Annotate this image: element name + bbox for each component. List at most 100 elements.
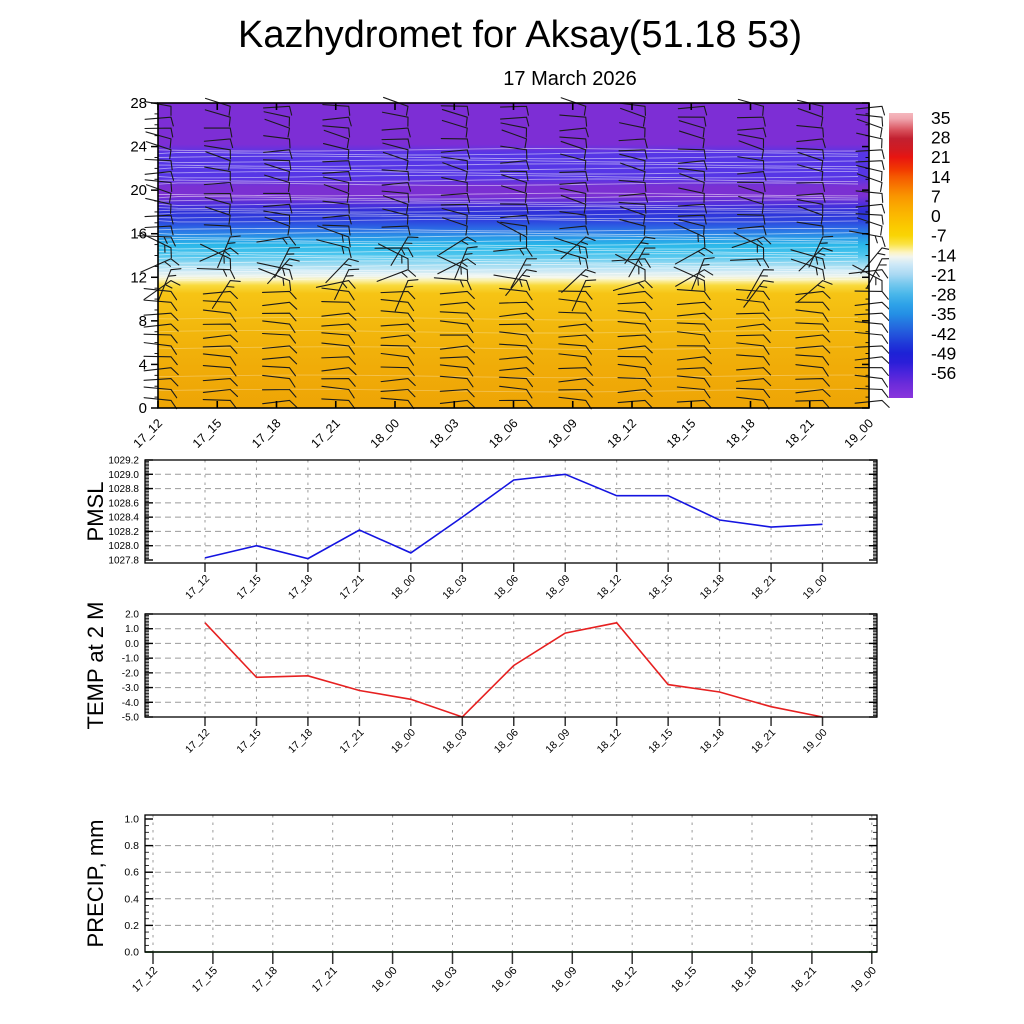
svg-text:1028.2: 1028.2 [108,527,139,538]
svg-text:18_18: 18_18 [698,573,727,602]
svg-text:17_12: 17_12 [183,727,212,756]
svg-text:18_21: 18_21 [789,965,819,995]
svg-text:17_12: 17_12 [183,573,212,602]
precip-frame [144,814,878,953]
svg-text:18_00: 18_00 [370,965,400,995]
svg-text:18_21: 18_21 [782,416,817,451]
temp-x-labels: 17_12 17_15 17_18 17_21 18_00 18_03 18_06 18_09… [183,727,830,756]
wind-barbs [137,96,893,410]
svg-text:18_15: 18_15 [664,416,699,451]
svg-text:-28: -28 [931,285,956,305]
svg-text:19_00: 19_00 [801,573,830,602]
pmsl-grid [145,460,877,563]
svg-text:28: 28 [130,95,147,112]
svg-text:18_09: 18_09 [545,416,580,451]
svg-text:14: 14 [931,167,951,187]
svg-text:-35: -35 [931,304,956,324]
svg-text:1.0: 1.0 [124,814,139,826]
svg-text:-42: -42 [931,324,956,344]
svg-text:18_09: 18_09 [549,965,579,995]
pmsl-frame [144,459,878,564]
svg-text:-49: -49 [931,343,956,363]
svg-text:0.2: 0.2 [124,920,139,932]
svg-text:17_21: 17_21 [337,573,366,602]
svg-text:18_06: 18_06 [492,727,521,756]
svg-text:19_00: 19_00 [801,727,830,756]
svg-text:18_06: 18_06 [486,416,521,451]
svg-text:18_18: 18_18 [723,416,758,451]
contour-x-labels: 17_12 17_15 17_18 17_21 18_00 18_03 18_06 18_09… [131,416,877,451]
svg-text:18_15: 18_15 [669,965,699,995]
pmsl-line [204,473,823,560]
svg-text:1029.2: 1029.2 [108,456,139,467]
svg-text:17_15: 17_15 [190,416,225,451]
date-subtitle: 17 March 2026 [503,68,637,90]
svg-text:-3.0: -3.0 [122,683,140,694]
svg-text:17_15: 17_15 [190,965,220,995]
precip-panel: 0.0 0.2 0.4 0.6 0.8 1.0 17_12 17_15 17_18 17_21 18… [83,814,879,995]
svg-text:-21: -21 [931,265,956,285]
svg-text:17_21: 17_21 [310,965,340,995]
svg-text:17_15: 17_15 [234,573,263,602]
svg-text:8: 8 [139,313,147,330]
svg-text:18_21: 18_21 [749,727,778,756]
pmsl-x-labels: 17_12 17_15 17_18 17_21 18_00 18_03 18_06 18_09… [183,573,830,602]
svg-text:19_00: 19_00 [842,416,877,451]
svg-text:18_15: 18_15 [646,727,675,756]
svg-text:7: 7 [931,186,941,206]
svg-text:0: 0 [931,206,941,226]
temp-grid [145,614,877,717]
svg-text:-4.0: -4.0 [122,698,140,709]
svg-text:1029.0: 1029.0 [108,470,139,481]
svg-text:0.0: 0.0 [124,947,139,959]
svg-text:18_21: 18_21 [749,573,778,602]
svg-text:18_09: 18_09 [543,573,572,602]
svg-text:-2.0: -2.0 [122,668,140,679]
svg-text:17_18: 17_18 [249,416,284,451]
svg-text:17_18: 17_18 [250,965,280,995]
svg-text:18_00: 18_00 [389,727,418,756]
svg-text:17_21: 17_21 [337,727,366,756]
pmsl-minor-ticks [145,459,877,561]
temp-frame [144,613,878,718]
svg-text:-5.0: -5.0 [122,713,140,724]
svg-text:20: 20 [130,182,147,199]
svg-text:18_12: 18_12 [609,965,639,995]
svg-text:18_12: 18_12 [595,727,624,756]
contour-y-labels: 0 4 8 12 16 20 24 28 [130,95,147,417]
svg-text:24: 24 [130,139,147,156]
svg-text:1027.8: 1027.8 [108,556,139,567]
svg-text:-56: -56 [931,363,956,383]
svg-text:1.0: 1.0 [125,624,139,635]
svg-text:18_18: 18_18 [729,965,759,995]
pmsl-axis-title: PMSL [83,482,108,542]
temp-minor-ticks [145,613,877,718]
svg-text:18_03: 18_03 [440,573,469,602]
svg-text:2.0: 2.0 [125,610,139,621]
precip-x-labels: 17_12 17_15 17_18 17_21 18_00 18_03 18_06 18_09… [130,965,879,995]
svg-text:17_12: 17_12 [131,416,166,451]
svg-text:18_15: 18_15 [646,573,675,602]
svg-text:17_12: 17_12 [130,965,160,995]
svg-text:18_03: 18_03 [440,727,469,756]
pmsl-panel: 1027.8 1028.0 1028.2 1028.4 1028.6 1028.8 1029… [83,456,878,602]
svg-text:0.8: 0.8 [124,840,139,852]
precip-grid [145,815,877,952]
svg-text:28: 28 [931,128,950,148]
svg-text:35: 35 [931,108,950,128]
svg-text:18_12: 18_12 [595,573,624,602]
svg-text:18_00: 18_00 [389,573,418,602]
svg-text:17_15: 17_15 [234,727,263,756]
svg-text:1028.0: 1028.0 [108,541,139,552]
svg-text:18_12: 18_12 [605,416,640,451]
svg-text:18_09: 18_09 [543,727,572,756]
svg-text:16: 16 [130,226,147,243]
svg-text:12: 12 [130,269,147,286]
svg-text:0.0: 0.0 [125,639,139,650]
svg-text:18_03: 18_03 [430,965,460,995]
contour-frame [157,102,870,409]
svg-text:18_03: 18_03 [427,416,462,451]
svg-text:17_21: 17_21 [308,416,343,451]
